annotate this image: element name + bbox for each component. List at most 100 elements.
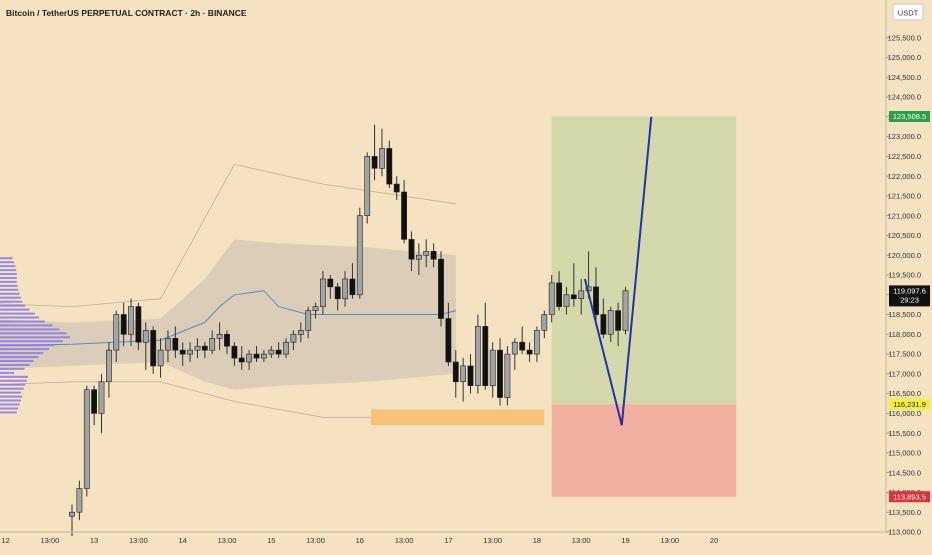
volume-profile-bar xyxy=(0,340,63,343)
candle-body xyxy=(452,361,459,383)
candle-body xyxy=(578,290,585,299)
outer-lower-band xyxy=(0,381,456,418)
candle-body xyxy=(76,488,83,513)
volume-profile-bar xyxy=(0,375,28,378)
candle-body xyxy=(187,349,193,355)
price-tick-label: 122,000.0 xyxy=(888,172,921,181)
target-price-label: 123,508.5 xyxy=(893,112,926,121)
time-tick-label: 16 xyxy=(356,536,364,545)
currency-button[interactable]: USDT xyxy=(892,3,924,21)
candle-body xyxy=(511,341,518,355)
price-tick-label: 125,500.0 xyxy=(888,33,921,42)
candle-body xyxy=(179,349,186,355)
candle-body xyxy=(312,306,319,311)
volume-profile-bar xyxy=(0,348,49,351)
candle-body xyxy=(570,294,577,300)
volume-profile-bar xyxy=(0,407,19,410)
candle-body xyxy=(386,148,393,185)
candle-body xyxy=(556,282,562,307)
entry-price-label: 116,231.9 xyxy=(893,400,926,409)
candle-body xyxy=(401,191,407,240)
price-axis: 113,000.0113,500.0114,000.0114,500.0115,… xyxy=(886,33,921,537)
volume-profile-bar xyxy=(0,336,70,339)
currency-button-frame[interactable] xyxy=(892,3,924,21)
bar-countdown-label: 29:23 xyxy=(900,296,919,305)
candles xyxy=(69,124,629,536)
price-tick-label: 121,500.0 xyxy=(888,192,921,201)
candle-body xyxy=(563,294,570,307)
price-tick-label: 113,000.0 xyxy=(888,528,921,537)
candle-body xyxy=(157,349,164,367)
time-tick-label: 13:00 xyxy=(483,536,502,545)
time-tick-label: 13:00 xyxy=(395,536,414,545)
volume-profile-bar xyxy=(0,352,44,355)
volume-profile-bar xyxy=(0,277,17,279)
volume-profile-bar xyxy=(0,269,17,272)
price-tick-label: 116,000.0 xyxy=(888,409,921,418)
candle-body xyxy=(238,357,245,363)
volume-profile-bar xyxy=(0,304,26,307)
time-tick-label: 13 xyxy=(90,536,98,545)
stop-zone xyxy=(551,404,737,497)
position-zones xyxy=(370,116,737,497)
price-tick-label: 115,500.0 xyxy=(888,429,921,438)
candle-body xyxy=(415,254,422,260)
candle-body xyxy=(408,239,415,260)
candle-body xyxy=(497,349,503,398)
candle-body xyxy=(607,310,614,335)
volume-profile-bar xyxy=(0,403,20,406)
volume-profile-bar xyxy=(0,356,39,359)
candle-body xyxy=(430,251,437,260)
candle-body xyxy=(83,389,90,489)
volume-profile-bar xyxy=(0,265,16,268)
time-tick-label: 13:00 xyxy=(306,536,325,545)
candle-body xyxy=(172,337,179,351)
price-tick-label: 113,500.0 xyxy=(888,508,921,517)
volume-profile-bar xyxy=(0,273,17,275)
current-price-label: 119,097.6 xyxy=(893,287,926,296)
candle-body xyxy=(548,282,555,315)
vwap-bands xyxy=(0,163,456,418)
time-tick-label: 13:00 xyxy=(41,536,60,545)
volume-profile-bar xyxy=(0,367,25,370)
candle-body xyxy=(334,286,341,300)
candle-body xyxy=(371,156,378,169)
candle-body xyxy=(194,345,201,351)
entry-price-badge xyxy=(889,398,930,410)
time-tick-label: 12 xyxy=(1,536,9,545)
candle-body xyxy=(120,314,127,335)
candle-body xyxy=(246,353,252,363)
candle-body xyxy=(504,353,511,398)
volume-profile-bar xyxy=(0,316,40,319)
volume-profile-bar xyxy=(0,411,17,414)
volume-profile-bar xyxy=(0,257,13,260)
price-tick-label: 116,500.0 xyxy=(888,389,921,398)
time-tick-label: 13:00 xyxy=(218,536,237,545)
volume-profile-bar xyxy=(0,296,21,299)
volume-profile-bar xyxy=(0,284,18,287)
currency-button-label[interactable]: USDT xyxy=(898,9,919,18)
candle-body xyxy=(216,333,223,339)
target-price-badge xyxy=(889,111,930,122)
volume-profile-bar xyxy=(0,379,27,382)
candle-body xyxy=(533,330,540,355)
candle-body xyxy=(69,511,75,517)
time-tick-label: 15 xyxy=(267,536,275,545)
price-tick-label: 118,000.0 xyxy=(888,330,921,339)
candle-body xyxy=(356,215,363,296)
price-tick-label: 124,000.0 xyxy=(888,93,921,102)
candle-body xyxy=(135,306,142,343)
volume-profile-bar xyxy=(0,292,20,295)
vwap-band-fill xyxy=(0,239,456,390)
candle-body xyxy=(474,326,481,386)
candle-body xyxy=(91,389,97,414)
projection-line xyxy=(583,116,653,426)
volume-profile-bar xyxy=(0,312,35,315)
volume-profile-bar xyxy=(0,288,19,291)
candle-body xyxy=(253,353,260,359)
demand-zone xyxy=(370,409,545,426)
candle-body xyxy=(209,337,216,351)
candle-body xyxy=(290,333,297,343)
